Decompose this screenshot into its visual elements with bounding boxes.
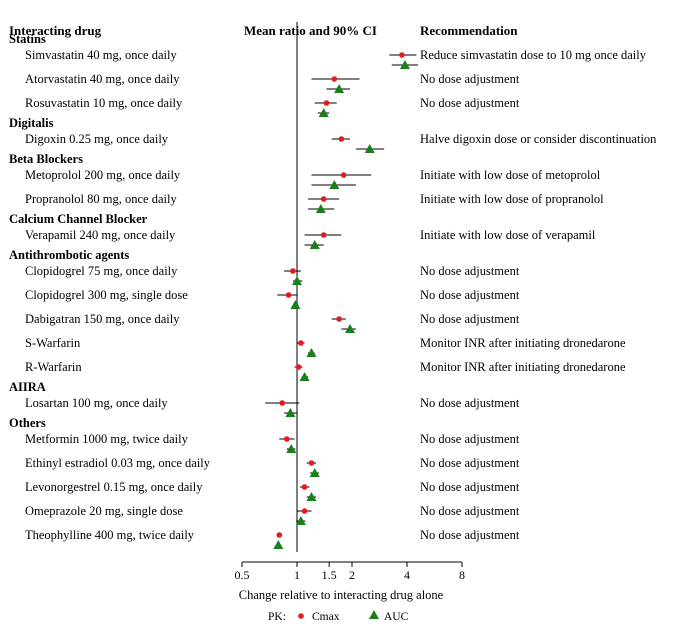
- auc-point: [286, 444, 297, 453]
- drug-label: Atorvastatin 40 mg, once daily: [25, 72, 180, 86]
- cmax-point: [336, 316, 342, 322]
- group-label: Others: [9, 416, 46, 430]
- legend-cmax-label: Cmax: [312, 611, 340, 623]
- drug-label: Clopidogrel 75 mg, once daily: [25, 264, 178, 278]
- drug-label: Clopidogrel 300 mg, single dose: [25, 288, 188, 302]
- x-tick-label: 0.5: [235, 568, 250, 582]
- x-axis: 0.5 1 1.5 2 4 8: [235, 561, 465, 582]
- drug-label: Propranolol 80 mg, once daily: [25, 192, 177, 206]
- group-label: Digitalis: [9, 116, 54, 130]
- recommendation-label: No dose adjustment: [420, 264, 520, 278]
- drug-label: Rosuvastatin 10 mg, once daily: [25, 96, 183, 110]
- auc-point: [329, 180, 340, 189]
- drug-label: Dabigatran 150 mg, once daily: [25, 312, 180, 326]
- legend-auc-label: AUC: [384, 611, 409, 623]
- recommendation-label: No dose adjustment: [420, 504, 520, 518]
- group-label: Calcium Channel Blocker: [9, 212, 148, 226]
- recommendation-label: No dose adjustment: [420, 312, 520, 326]
- auc-point: [318, 108, 329, 117]
- group-label: Statins: [9, 32, 46, 46]
- auc-point: [285, 408, 296, 417]
- auc-point: [295, 516, 306, 525]
- header-drug: Interacting drug: [9, 23, 102, 38]
- recommendation-label: Initiate with low dose of propranolol: [420, 192, 604, 206]
- drug-label: Digoxin 0.25 mg, once daily: [25, 132, 169, 146]
- cmax-point: [338, 136, 345, 142]
- recommendation-label: No dose adjustment: [420, 96, 520, 110]
- auc-point: [299, 372, 310, 381]
- cmax-point: [331, 76, 338, 82]
- cmax-point: [301, 484, 308, 490]
- drug-label: Losartan 100 mg, once daily: [25, 396, 168, 410]
- cmax-point: [320, 232, 327, 238]
- recommendation-label: No dose adjustment: [420, 456, 520, 470]
- auc-point: [399, 60, 410, 69]
- x-tick-label: 4: [404, 568, 410, 582]
- drug-label: Ethinyl estradiol 0.03 mg, once daily: [25, 456, 211, 470]
- cmax-point: [298, 340, 304, 346]
- drug-label: S-Warfarin: [25, 336, 81, 350]
- cmax-point: [279, 400, 286, 406]
- auc-point: [364, 144, 375, 153]
- header-recommendation: Recommendation: [420, 23, 518, 38]
- recommendation-label: No dose adjustment: [420, 396, 520, 410]
- recommendation-label: Halve digoxin dose or consider discontin…: [420, 132, 657, 146]
- group-label: Beta Blockers: [9, 152, 83, 166]
- cmax-point: [284, 436, 290, 442]
- auc-point: [306, 492, 317, 501]
- cmax-point: [340, 172, 347, 178]
- recommendation-label: Initiate with low dose of metoprolol: [420, 168, 601, 182]
- auc-point: [344, 324, 355, 333]
- recommendation-label: No dose adjustment: [420, 72, 520, 86]
- cmax-point: [301, 508, 308, 514]
- cmax-point: [285, 292, 292, 298]
- cmax-point: [399, 52, 405, 58]
- x-tick-label: 1.5: [322, 568, 337, 582]
- plot-rows: Statins Simvastatin 40 mg, once daily Redu…: [9, 22, 657, 552]
- cmax-point: [308, 460, 315, 466]
- group-label: Antithrombotic agents: [9, 248, 129, 262]
- drug-label: Theophylline 400 mg, twice daily: [25, 528, 195, 542]
- header-ci: Mean ratio and 90% CI: [244, 23, 377, 38]
- x-axis-label: Change relative to interacting drug alon…: [239, 588, 444, 602]
- recommendation-label: Monitor INR after initiating dronedarone: [420, 360, 626, 374]
- cmax-point: [295, 364, 302, 370]
- drug-label: Levonorgestrel 0.15 mg, once daily: [25, 480, 203, 494]
- auc-point: [309, 468, 320, 477]
- x-tick-label: 1: [294, 568, 300, 582]
- auc-point: [334, 84, 345, 93]
- auc-point: [315, 204, 326, 213]
- recommendation-label: No dose adjustment: [420, 288, 520, 302]
- drug-label: Simvastatin 40 mg, once daily: [25, 48, 177, 62]
- cmax-point: [323, 100, 330, 106]
- legend-auc-marker: [369, 610, 379, 619]
- auc-point: [309, 240, 320, 249]
- drug-label: Metformin 1000 mg, twice daily: [25, 432, 189, 446]
- legend-prefix: PK:: [268, 611, 286, 623]
- auc-point: [306, 348, 317, 357]
- group-label: AIIRA: [9, 380, 46, 394]
- cmax-point: [290, 268, 296, 274]
- x-tick-label: 2: [349, 568, 355, 582]
- drug-label: Omeprazole 20 mg, single dose: [25, 504, 183, 518]
- recommendation-label: Reduce simvastatin dose to 10 mg once da…: [420, 48, 647, 62]
- auc-point: [273, 540, 284, 549]
- x-tick-label: 8: [459, 568, 465, 582]
- recommendation-label: No dose adjustment: [420, 432, 520, 446]
- recommendation-label: Monitor INR after initiating dronedarone: [420, 336, 626, 350]
- recommendation-label: No dose adjustment: [420, 528, 520, 542]
- legend: PK: Cmax AUC: [268, 610, 409, 623]
- legend-cmax-marker: [298, 613, 304, 619]
- cmax-point: [320, 196, 327, 202]
- auc-point: [290, 300, 301, 309]
- drug-label: Metoprolol 200 mg, once daily: [25, 168, 181, 182]
- recommendation-label: Initiate with low dose of verapamil: [420, 228, 596, 242]
- auc-point: [292, 276, 302, 285]
- drug-label: Verapamil 240 mg, once daily: [25, 228, 176, 242]
- cmax-point: [276, 532, 283, 538]
- drug-label: R-Warfarin: [25, 360, 82, 374]
- recommendation-label: No dose adjustment: [420, 480, 520, 494]
